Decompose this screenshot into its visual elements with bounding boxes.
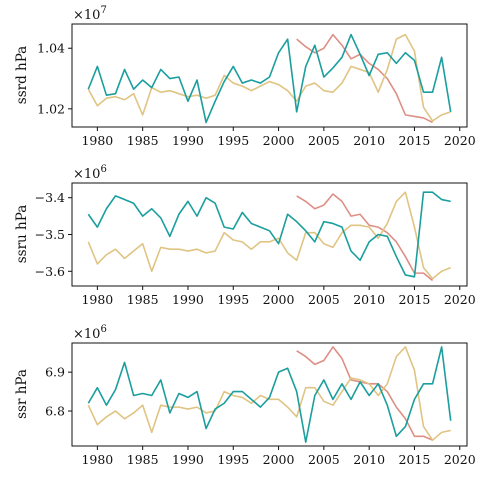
- x-tick-label: 2010: [353, 292, 385, 307]
- x-tick-label: 1990: [172, 452, 204, 467]
- y-tick-label: 6.9: [45, 365, 65, 380]
- panel-ssr: ssr hPa ×106 1980 1985 1990 1995 2000 2005 201…: [14, 324, 476, 467]
- series-line-0: [296, 33, 433, 124]
- ylabel: ssru hPa: [14, 205, 30, 264]
- x-tick-label: 1980: [81, 292, 113, 307]
- axis-multiplier: ×107: [73, 5, 107, 23]
- ylabel: ssr hPa: [14, 369, 30, 419]
- y-tick-label: −3.4: [35, 190, 65, 205]
- ylabel: ssrd hPa: [14, 46, 30, 104]
- series-line-2: [87, 346, 452, 443]
- x-tick-label: 1990: [172, 292, 204, 307]
- x-tick-label: 1985: [127, 452, 159, 467]
- x-tick-label: 1985: [127, 292, 159, 307]
- series-line-0: [296, 346, 433, 441]
- x-tick-label: 2015: [399, 452, 431, 467]
- series-line-1: [87, 33, 451, 122]
- x-tick-label: 1985: [127, 133, 159, 148]
- x-tick-label: 1995: [217, 133, 249, 148]
- x-tick-label: 2015: [399, 292, 431, 307]
- x-tick-label: 2010: [353, 452, 385, 467]
- axes-frame: [71, 342, 468, 447]
- series-line-1: [87, 346, 451, 441]
- x-tick-label: 2000: [263, 133, 295, 148]
- x-tick-label: 2020: [444, 133, 476, 148]
- axes-frame: [71, 23, 468, 128]
- axis-multiplier: ×106: [73, 324, 107, 342]
- x-tick-label: 2020: [444, 452, 476, 467]
- series-line-1: [87, 191, 451, 280]
- y-tick-label: 6.8: [45, 404, 65, 419]
- x-tick-label: 2020: [444, 292, 476, 307]
- x-tick-label: 2005: [308, 133, 340, 148]
- axis-multiplier: ×106: [73, 164, 107, 182]
- x-tick-label: 2005: [308, 292, 340, 307]
- y-tick-label: 1.04: [37, 41, 65, 56]
- y-tick-label: 1.02: [37, 101, 65, 116]
- series-line-0: [296, 193, 434, 282]
- x-tick-label: 1980: [81, 452, 113, 467]
- x-tick-label: 1980: [81, 133, 113, 148]
- x-tick-label: 2015: [399, 133, 431, 148]
- x-tick-label: 1995: [217, 292, 249, 307]
- x-tick-label: 2000: [263, 452, 295, 467]
- y-tick-label: −3.5: [35, 227, 65, 242]
- x-tick-label: 2010: [353, 133, 385, 148]
- x-tick-label: 1995: [217, 452, 249, 467]
- series-line-2: [87, 191, 451, 278]
- panel-ssru: ssru hPa ×106 1980 1985 1990 1995 2000 2005 20…: [14, 164, 476, 307]
- y-tick-label: −3.6: [35, 264, 65, 279]
- x-tick-label: 2005: [308, 452, 340, 467]
- x-tick-label: 1990: [172, 133, 204, 148]
- panel-ssrd: ssrd hPa ×107 1980 1985 1990 1995 2000 2005 20…: [14, 5, 476, 148]
- series-line-2: [87, 33, 452, 124]
- x-tick-label: 2000: [263, 292, 295, 307]
